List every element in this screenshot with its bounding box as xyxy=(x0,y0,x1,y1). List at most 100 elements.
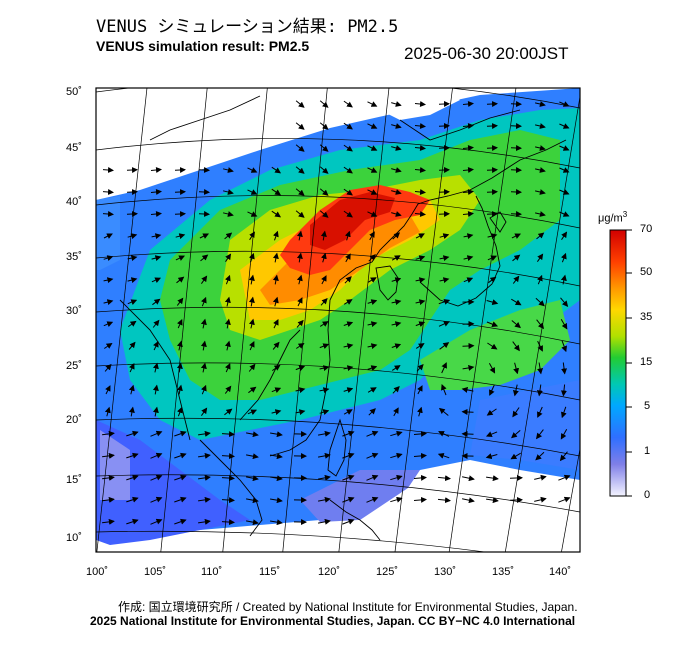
wind-arrow xyxy=(558,474,571,481)
wind-arrow xyxy=(391,343,402,350)
wind-arrow xyxy=(439,255,450,262)
wind-arrow xyxy=(367,145,378,151)
wind-arrow xyxy=(319,188,329,196)
wind-arrow xyxy=(320,230,327,241)
wind-arrow xyxy=(414,167,426,173)
wind-arrow xyxy=(462,342,475,349)
wind-arrow xyxy=(461,386,474,393)
wind-arrow xyxy=(391,365,401,371)
wind-arrow xyxy=(102,518,115,525)
wind-arrow xyxy=(413,474,427,481)
wind-arrow xyxy=(295,365,306,371)
wind-arrow xyxy=(221,497,235,504)
coastlines xyxy=(119,95,567,541)
wind-arrow xyxy=(128,320,137,328)
wind-arrow xyxy=(126,474,139,481)
lon-tick-label: 120˚ xyxy=(318,566,341,578)
wind-arrow xyxy=(198,518,211,525)
wind-arrow xyxy=(561,231,568,240)
lat-tick-label: 20˚ xyxy=(66,414,82,426)
wind-arrow xyxy=(319,166,329,174)
wind-arrow xyxy=(152,384,159,395)
wind-arrow xyxy=(486,101,498,107)
wind-arrow xyxy=(439,342,450,350)
wind-arrow xyxy=(102,167,114,173)
wind-arrow xyxy=(535,429,544,440)
wind-arrow xyxy=(103,277,114,284)
wind-arrow xyxy=(174,189,186,195)
wind-arrow xyxy=(318,496,331,503)
wind-arrow xyxy=(342,496,355,503)
wind-arrow xyxy=(199,233,209,239)
wind-arrow xyxy=(367,189,378,195)
colorbar-label: 50 xyxy=(640,266,653,278)
wind-arrow xyxy=(319,210,329,218)
wind-arrow xyxy=(221,519,235,526)
wind-arrow xyxy=(416,406,423,417)
wind-arrow xyxy=(367,101,378,107)
wind-arrow xyxy=(342,430,355,437)
wind-arrow xyxy=(485,431,498,437)
wind-arrow xyxy=(367,167,378,173)
wind-arrow xyxy=(413,496,427,503)
wind-arrow xyxy=(127,277,138,284)
wind-arrow xyxy=(174,474,187,481)
wind-arrow xyxy=(367,321,378,328)
wind-arrow xyxy=(438,299,451,305)
wind-arrow xyxy=(560,319,568,330)
wind-arrow xyxy=(296,252,303,263)
wind-arrow xyxy=(462,145,474,151)
wind-arrow xyxy=(485,453,498,460)
wind-arrow xyxy=(486,211,498,217)
wind-arrow xyxy=(343,122,353,130)
wind-arrow xyxy=(248,386,257,394)
wind-arrow xyxy=(270,453,283,460)
wind-arrow xyxy=(344,230,351,241)
wind-arrow xyxy=(486,321,499,327)
wind-arrow xyxy=(151,255,162,262)
wind-arrow xyxy=(489,384,495,396)
wind-arrow xyxy=(441,362,447,374)
wind-arrow xyxy=(512,407,520,418)
wind-arrow xyxy=(561,362,568,375)
wind-arrow xyxy=(413,452,427,459)
wind-arrow xyxy=(176,340,183,351)
wind-arrow xyxy=(271,210,282,218)
wind-arrow xyxy=(463,255,474,262)
lon-tick-label: 135˚ xyxy=(492,566,515,578)
wind-arrow xyxy=(224,408,233,416)
colorbar-label: 35 xyxy=(640,311,653,323)
wind-arrow xyxy=(367,387,377,393)
wind-arrow xyxy=(463,233,474,240)
wind-arrow xyxy=(151,277,162,283)
wind-arrow xyxy=(319,343,330,349)
wind-arrow xyxy=(150,474,163,481)
wind-arrow xyxy=(559,123,570,129)
wind-arrow xyxy=(150,496,163,503)
wind-arrow xyxy=(270,431,283,438)
wind-arrow xyxy=(174,518,187,525)
wind-arrow xyxy=(368,408,376,416)
wind-arrow xyxy=(488,276,497,284)
wind-arrow xyxy=(343,188,353,196)
wind-arrow xyxy=(176,384,183,395)
lat-tick-label: 35˚ xyxy=(66,251,82,263)
wind-arrow xyxy=(367,365,378,372)
wind-arrow xyxy=(246,475,259,482)
plot-frame xyxy=(95,87,581,553)
wind-arrow xyxy=(486,145,498,151)
wind-arrow xyxy=(126,430,139,437)
wind-arrow xyxy=(415,299,426,306)
colorbar-ticks xyxy=(626,229,632,497)
wind-arrow xyxy=(343,387,354,394)
wind-arrow xyxy=(414,211,426,217)
wind-arrow xyxy=(246,431,259,438)
lon-tick-label: 130˚ xyxy=(434,566,457,578)
wind-arrow xyxy=(295,188,305,196)
wind-arrow xyxy=(150,452,163,459)
wind-arrow xyxy=(439,233,450,240)
wind-arrow xyxy=(463,277,474,283)
timestamp: 2025-06-30 20:00JST xyxy=(404,44,569,63)
wind-arrow xyxy=(246,519,259,526)
